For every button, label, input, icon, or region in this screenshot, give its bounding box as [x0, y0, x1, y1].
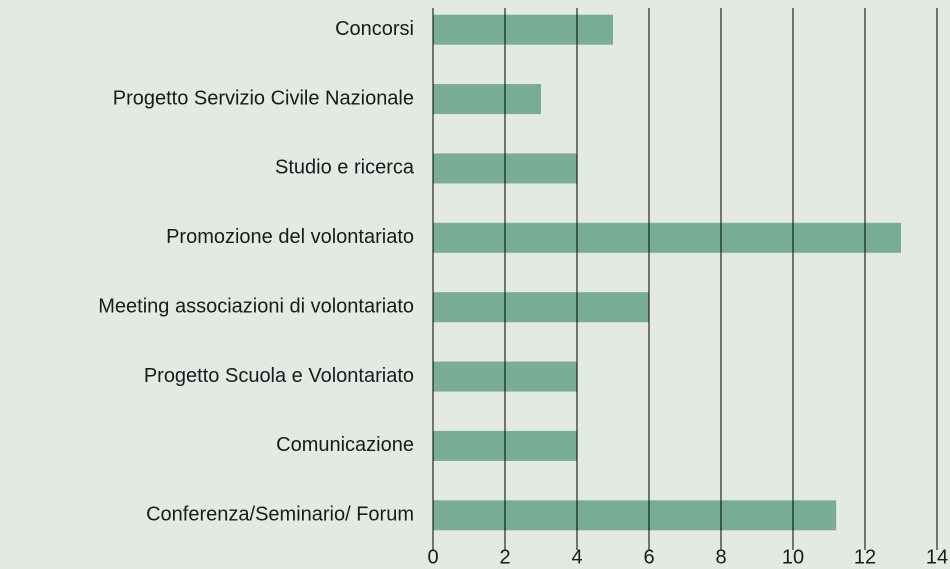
bar — [433, 14, 613, 45]
y-tick-label: Meeting associazioni di volontariato — [98, 295, 414, 317]
y-tick-label: Concorsi — [335, 18, 414, 40]
x-tick-label: 2 — [499, 546, 510, 568]
x-tick-label: 10 — [782, 546, 804, 568]
y-tick-label: Comunicazione — [276, 434, 414, 456]
x-tick-label: 12 — [854, 546, 876, 568]
y-tick-label: Studio e ricerca — [275, 157, 415, 179]
x-tick-label: 4 — [571, 546, 582, 568]
x-tick-label: 8 — [715, 546, 726, 568]
x-tick-label: 6 — [643, 546, 654, 568]
x-tick-label: 14 — [926, 546, 948, 568]
y-tick-label: Progetto Scuola e Volontariato — [144, 365, 414, 387]
bar — [433, 84, 541, 115]
x-tick-label: 0 — [427, 546, 438, 568]
bar — [433, 222, 901, 253]
bar — [433, 292, 649, 323]
bar — [433, 500, 837, 531]
y-tick-label: Promozione del volontariato — [166, 226, 414, 248]
y-tick-label: Conferenza/Seminario/ Forum — [146, 504, 414, 526]
y-tick-label: Progetto Servizio Civile Nazionale — [113, 87, 414, 109]
